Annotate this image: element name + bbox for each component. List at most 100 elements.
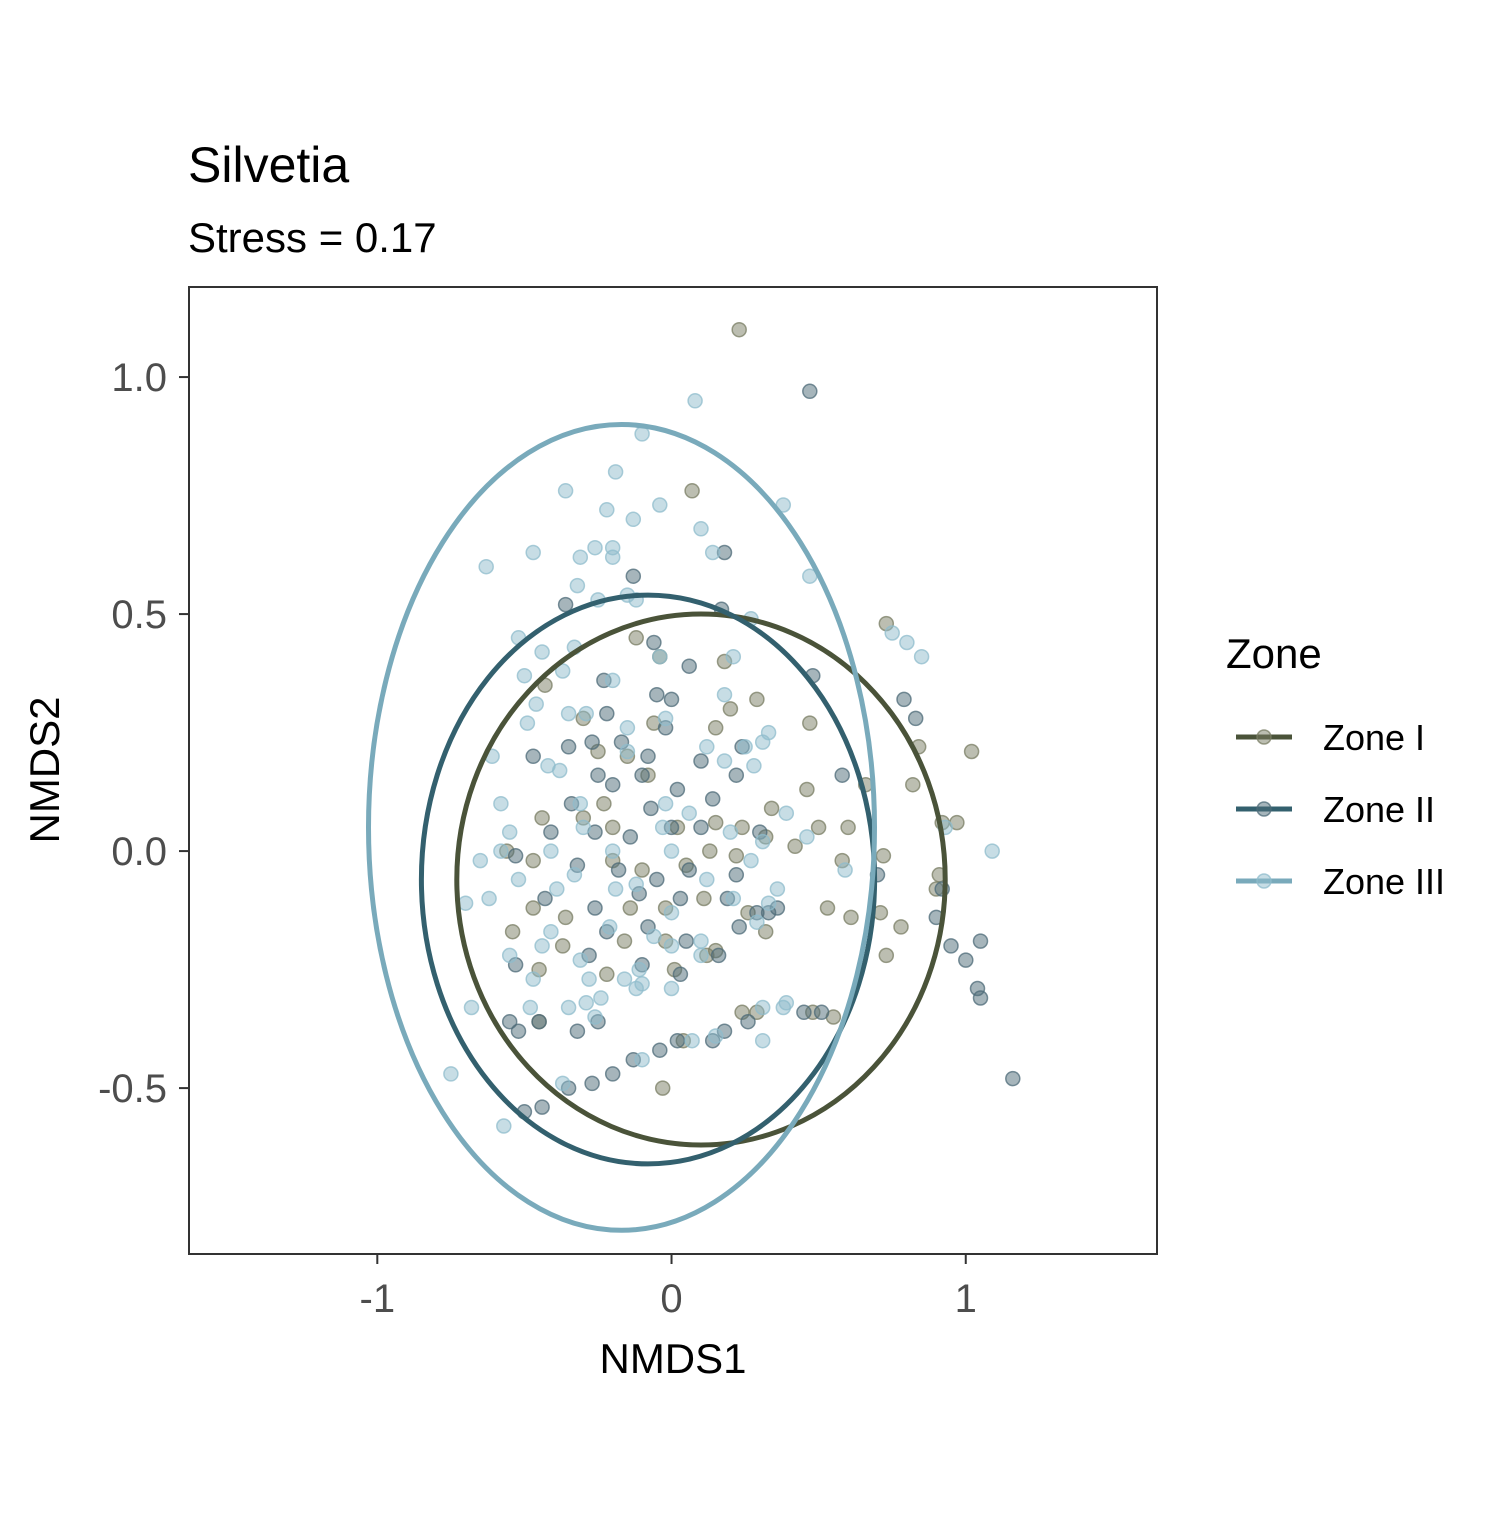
point-zone-ii [507, 848, 524, 864]
point-zone-iii [737, 739, 753, 755]
point-zone-i [840, 819, 856, 836]
point-zone-iii [684, 1032, 700, 1049]
point-zone-iii [557, 483, 574, 499]
point-zone-iii [652, 497, 668, 513]
point-zone-iii [760, 895, 777, 911]
point-zone-iii [704, 544, 721, 561]
point-zone-iii [652, 648, 668, 665]
point-zone-i [707, 720, 724, 736]
point-zone-ii [943, 938, 959, 954]
point-zone-iii [522, 999, 539, 1016]
point-zone-iii [493, 843, 509, 859]
point-zone-ii [728, 767, 745, 783]
point-zone-iii [716, 686, 733, 703]
point-zone-i [878, 947, 895, 964]
point-zone-iii [575, 819, 592, 836]
point-zone-ii [672, 966, 689, 983]
point-zone-i [616, 933, 633, 949]
point-zone-iii [516, 667, 533, 684]
point-zone-iii [554, 663, 571, 679]
ellipse-zone-ii [418, 592, 878, 1167]
point-zone-i [843, 909, 859, 926]
point-zone-iii [581, 971, 597, 987]
point-zone-iii [572, 795, 589, 812]
point-zone-ii [525, 748, 541, 765]
point-zone-iii [510, 871, 527, 888]
point-zone-iii [549, 881, 565, 897]
point-zone-ii [604, 1066, 621, 1082]
point-zone-ii [731, 919, 747, 935]
point-zone-iii [663, 843, 680, 859]
point-zone-ii [649, 686, 665, 703]
point-zone-ii [693, 753, 709, 769]
point-zone-iii [749, 914, 765, 930]
point-zone-i [802, 715, 818, 731]
ellipses-layer [366, 422, 948, 1233]
point-zone-iii [984, 843, 1000, 859]
point-zone-i [525, 852, 541, 869]
point-zone-ii [531, 1013, 547, 1030]
point-zone-i [787, 838, 803, 855]
point-zone-ii [693, 819, 709, 836]
point-zone-ii [972, 990, 989, 1006]
point-zone-ii [587, 900, 603, 916]
point-zone-iii [566, 867, 583, 883]
point-zone-iii [716, 753, 733, 769]
point-zone-iii [578, 995, 594, 1011]
point-zone-iii [587, 539, 603, 556]
point-zone-i [893, 919, 909, 935]
point-zone-iii [699, 871, 715, 888]
point-zone-iii [699, 739, 715, 755]
point-zone-iii [913, 648, 930, 665]
point-zone-iii [663, 904, 680, 921]
point-zone-iii [543, 843, 559, 859]
point-zone-ii [557, 596, 574, 613]
point-zone-i [622, 900, 639, 916]
point-zone-ii [652, 1042, 668, 1058]
point-zone-i [707, 814, 724, 831]
point-zone-ii [625, 568, 642, 584]
point-zone-ii [802, 383, 818, 400]
y-tick-label: -0.5 [98, 1067, 167, 1111]
point-zone-i [905, 776, 921, 793]
x-axis-title: NMDS1 [599, 1335, 746, 1382]
point-zone-iii [722, 824, 739, 840]
point-zone-iii [628, 876, 644, 893]
point-zone-iii [560, 705, 577, 722]
point-zone-i [684, 483, 700, 499]
point-zone-i [819, 900, 836, 916]
point-zone-iii [578, 705, 594, 722]
legend: Zone Zone I Zone II Zone III [1226, 630, 1445, 902]
point-zone-iii [501, 824, 518, 840]
point-zone-i [702, 843, 718, 859]
legend-key-point [1256, 873, 1272, 889]
point-zone-iii [534, 644, 550, 660]
point-zone-ii [510, 1023, 527, 1039]
point-zone-iii [884, 625, 900, 641]
point-zone-ii [669, 1032, 686, 1049]
point-zone-iii [604, 549, 621, 565]
points-layer [443, 321, 1021, 1134]
point-zone-iii [619, 743, 636, 760]
point-zone-iii [657, 795, 674, 812]
point-zone-iii [681, 805, 697, 821]
point-zone-iii [501, 947, 518, 964]
point-zone-iii [599, 502, 615, 518]
x-axis: -1 0 1 [360, 1254, 977, 1321]
point-zone-iii [769, 881, 786, 897]
point-zone-iii [619, 720, 636, 736]
point-zone-iii [519, 715, 536, 731]
point-zone-ii [1005, 1070, 1021, 1087]
legend-label: Zone II [1323, 789, 1435, 830]
point-zone-ii [704, 791, 721, 807]
point-zone-i [504, 923, 521, 940]
point-zone-ii [813, 1004, 830, 1021]
point-zone-ii [728, 867, 745, 883]
point-zone-iii [572, 549, 589, 565]
point-zone-iii [693, 933, 709, 949]
point-zone-i [728, 848, 745, 864]
point-zone-iii [569, 577, 586, 594]
point-zone-ii [710, 947, 727, 964]
point-zone-i [722, 701, 739, 717]
y-tick-label: 1.0 [111, 356, 167, 400]
